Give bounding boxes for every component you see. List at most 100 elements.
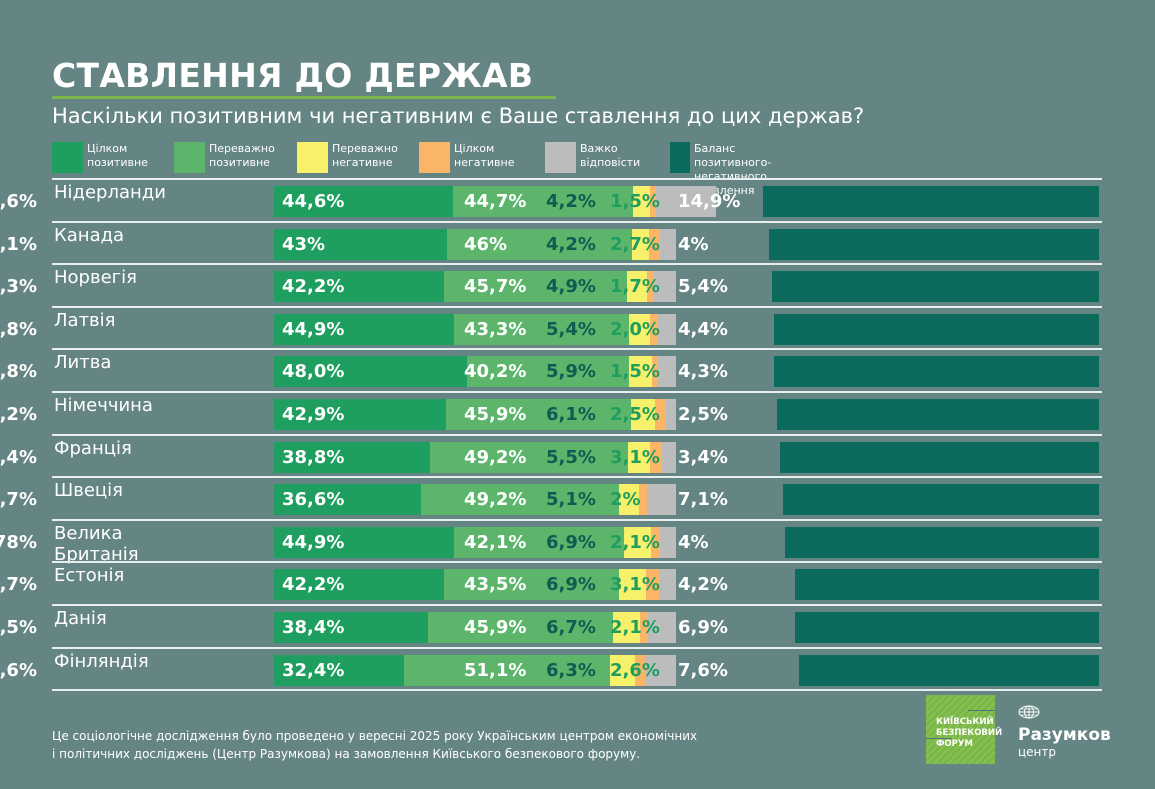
bar-segment-fully-negative bbox=[650, 313, 659, 345]
bar-segment-fully-negative bbox=[649, 186, 656, 217]
bar-segment-mostly-positive bbox=[429, 441, 628, 473]
row-separator bbox=[52, 689, 1102, 692]
bar-segment-fully-negative bbox=[647, 271, 654, 303]
bar-segment-mostly-negative bbox=[627, 441, 650, 473]
bar-segment-mostly-positive bbox=[446, 399, 631, 430]
bar-segment-mostly-positive bbox=[404, 654, 610, 686]
balance-bar bbox=[782, 484, 1099, 516]
data-label-fully-negative: 3,1% bbox=[610, 574, 660, 596]
country-label: Канада bbox=[54, 224, 125, 246]
data-label-mostly-positive: 40,2% bbox=[464, 361, 527, 383]
balance-bar bbox=[776, 399, 1099, 430]
data-label-mostly-negative: 5,5% bbox=[546, 446, 596, 468]
bar-segment-mostly-negative bbox=[630, 399, 656, 430]
data-label-mostly-negative: 4,9% bbox=[546, 276, 596, 298]
legend-item-mostly-negative: Переважно негативне bbox=[297, 142, 398, 173]
bar-segment-hard-to-say bbox=[653, 271, 676, 303]
bar-segment-fully-positive bbox=[274, 569, 444, 601]
bar-segment-fully-negative bbox=[651, 526, 660, 558]
row-separator bbox=[52, 348, 1102, 351]
bar-segment-hard-to-say bbox=[655, 186, 716, 217]
bar-segment-fully-negative bbox=[639, 612, 649, 643]
data-label-fully-negative: 2,6% bbox=[610, 659, 660, 681]
legend-label: Цілком негативне bbox=[454, 142, 515, 169]
legend-swatch bbox=[52, 142, 83, 173]
data-label-fully-negative: 2,5% bbox=[610, 404, 660, 425]
data-label-mostly-negative: 6,9% bbox=[546, 574, 596, 596]
legend-item-fully-positive: Цілком позитивне bbox=[52, 142, 148, 173]
data-label-mostly-positive: 46% bbox=[464, 233, 508, 255]
row-separator bbox=[52, 220, 1102, 223]
balance-label: 80,8% bbox=[0, 318, 37, 340]
data-label-mostly-negative: 5,1% bbox=[546, 489, 596, 511]
balance-bar bbox=[795, 612, 1099, 643]
data-label-fully-negative: 3,1% bbox=[610, 446, 660, 468]
bar-segment-fully-positive bbox=[274, 654, 405, 686]
legend-label: Цілком позитивне bbox=[87, 142, 148, 169]
bar-segment-mostly-negative bbox=[628, 313, 651, 345]
bar-segment-fully-negative bbox=[634, 654, 646, 686]
data-label-mostly-positive: 43,5% bbox=[464, 574, 527, 596]
data-label-hard-to-say: 2,5% bbox=[678, 404, 728, 425]
bar-segment-hard-to-say bbox=[658, 356, 676, 388]
bar-segment-mostly-negative bbox=[618, 484, 640, 516]
bar-segment-hard-to-say bbox=[659, 526, 676, 558]
legend-item-hard-to-say: Важко відповісти bbox=[545, 142, 640, 173]
bar-segment-hard-to-say bbox=[662, 441, 676, 473]
row-separator bbox=[52, 476, 1102, 479]
balance-label: 78% bbox=[0, 531, 37, 553]
country-label: Фінляндія bbox=[54, 650, 149, 672]
bar-segment-fully-negative bbox=[648, 228, 660, 260]
balance-bar bbox=[785, 526, 1099, 558]
data-label-hard-to-say: 3,4% bbox=[678, 446, 728, 468]
row-separator bbox=[52, 433, 1102, 436]
bar-segment-fully-negative bbox=[655, 399, 666, 430]
bar-segment-mostly-negative bbox=[612, 612, 640, 643]
razumkov-name: Разумков bbox=[1018, 725, 1111, 745]
chart-subtitle: Наскільки позитивним чи негативним є Ваш… bbox=[52, 104, 865, 128]
balance-bar bbox=[762, 186, 1099, 217]
data-label-mostly-negative: 5,9% bbox=[546, 361, 596, 383]
bar-segment-hard-to-say bbox=[648, 612, 676, 643]
data-label-fully-positive: 42,9% bbox=[282, 404, 345, 425]
row-separator bbox=[52, 263, 1102, 266]
bar-segment-mostly-positive bbox=[454, 313, 629, 345]
balance-label: 80,8% bbox=[0, 361, 37, 383]
data-label-mostly-negative: 4,2% bbox=[546, 233, 596, 255]
bar-segment-fully-negative bbox=[646, 569, 659, 601]
row-separator bbox=[52, 561, 1102, 564]
bar-segment-fully-negative bbox=[652, 356, 659, 388]
data-label-fully-positive: 44,9% bbox=[282, 531, 345, 553]
kbf-line-1: КИЇВСЬКИЙ bbox=[936, 717, 994, 727]
data-label-mostly-positive: 49,2% bbox=[464, 489, 527, 511]
data-label-mostly-positive: 45,9% bbox=[464, 617, 527, 638]
data-label-hard-to-say: 7,6% bbox=[678, 659, 728, 681]
bar-segment-fully-positive bbox=[274, 484, 422, 516]
data-label-fully-positive: 38,8% bbox=[282, 446, 345, 468]
kbf-line-2: БЕЗПЕКОВИЙ bbox=[936, 728, 1003, 738]
data-label-hard-to-say: 4,3% bbox=[678, 361, 728, 383]
kyiv-security-forum-logo: КИЇВСЬКИЙ БЕЗПЕКОВИЙ ФОРУМ bbox=[926, 695, 1002, 764]
footer-line-1: Це соціологічне дослідження було проведе… bbox=[52, 729, 698, 743]
country-label: Німеччина bbox=[54, 395, 153, 416]
bar-segment-hard-to-say bbox=[658, 569, 676, 601]
bar-segment-fully-positive bbox=[274, 612, 429, 643]
data-label-mostly-positive: 43,3% bbox=[464, 318, 527, 340]
data-label-mostly-negative: 6,9% bbox=[546, 531, 596, 553]
bar-segment-fully-negative bbox=[649, 441, 663, 473]
legend-label: Переважно позитивне bbox=[209, 142, 275, 169]
country-label: Данія bbox=[54, 608, 107, 629]
bar-segment-mostly-negative bbox=[618, 569, 647, 601]
data-label-hard-to-say: 4% bbox=[678, 233, 709, 255]
data-label-mostly-negative: 4,2% bbox=[546, 191, 596, 212]
bar-segment-fully-positive bbox=[274, 526, 455, 558]
data-label-hard-to-say: 4% bbox=[678, 531, 709, 553]
country-label: Велика Британія bbox=[54, 522, 139, 565]
title-underline bbox=[52, 96, 556, 99]
data-label-fully-negative: 1,7% bbox=[610, 276, 660, 298]
data-label-fully-positive: 32,4% bbox=[282, 659, 345, 681]
row-separator bbox=[52, 604, 1102, 606]
country-label: Норвегія bbox=[54, 267, 137, 289]
balance-label: 79,4% bbox=[0, 446, 37, 468]
balance-bar bbox=[779, 441, 1099, 473]
